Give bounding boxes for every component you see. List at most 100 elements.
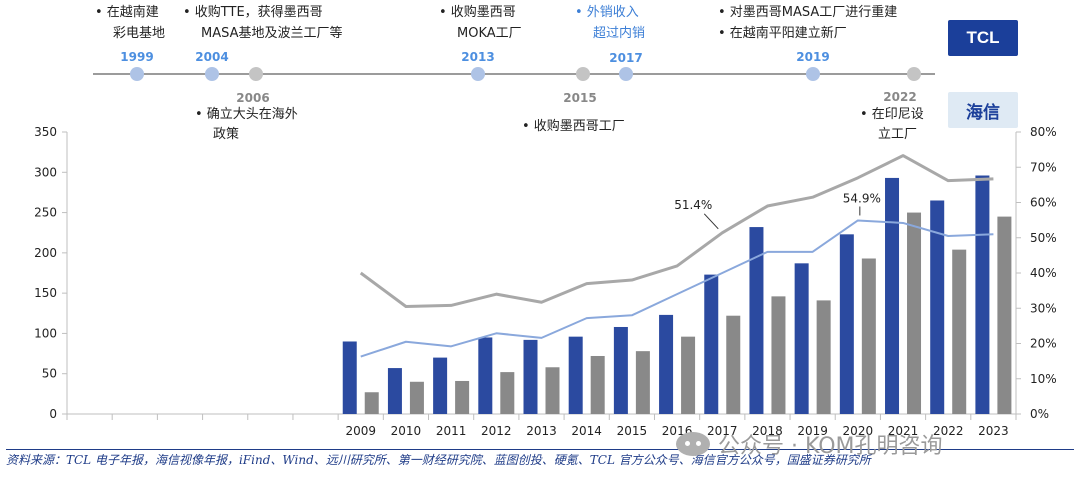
- bar-hisense: [771, 296, 786, 414]
- tcl-badge: TCL: [948, 20, 1018, 56]
- timeline-event-text: MOKA工厂: [457, 26, 522, 41]
- bar-hisense: [590, 355, 605, 414]
- timeline-event-text: 彩电基地: [113, 26, 165, 41]
- bar-tcl: [613, 326, 628, 414]
- timeline-year: 2019: [796, 50, 829, 64]
- annotation-label: 51.4%: [674, 198, 712, 212]
- timeline-event-text: • 在越南建: [95, 4, 159, 20]
- x-tick-label: 2014: [571, 424, 602, 438]
- timeline-event-text: 超过内销: [593, 25, 645, 41]
- right-tick-label: 80%: [1030, 125, 1057, 139]
- timeline-year: 2006: [236, 91, 269, 105]
- bar-tcl: [885, 177, 900, 414]
- right-tick-label: 40%: [1030, 266, 1057, 280]
- bar-tcl: [433, 357, 448, 414]
- tcl-share-line: [359, 154, 994, 308]
- bar-hisense: [861, 258, 876, 414]
- bar-hisense: [635, 351, 650, 414]
- x-tick-label: 2012: [481, 424, 512, 438]
- timeline-event-text: • 对墨西哥MASA工厂进行重建: [718, 4, 897, 20]
- timeline-event-text: 政策: [213, 126, 239, 142]
- source-note: 资料来源：TCL 电子年报，海信视像年报，iFind、Wind、远川研究所、第一…: [6, 453, 871, 467]
- bar-hisense: [455, 380, 470, 414]
- timeline-event-text: • 收购墨西哥: [439, 4, 516, 20]
- annotation-leader: [703, 213, 719, 230]
- x-tick-label: 2019: [797, 424, 828, 438]
- timeline-year: 2015: [563, 91, 596, 105]
- bar-hisense: [681, 336, 696, 414]
- footer-rule: [6, 449, 1074, 450]
- bar-tcl: [568, 336, 583, 414]
- bar-hisense: [545, 367, 560, 414]
- timeline-year: 1999: [120, 50, 153, 64]
- right-tick-label: 0%: [1030, 407, 1049, 421]
- bar-hisense: [726, 315, 741, 414]
- wechat-icon: [676, 432, 710, 456]
- bar-hisense: [364, 392, 379, 414]
- watermark: 公众号 · KOM孔明咨询: [676, 428, 943, 460]
- x-tick-label: 2015: [617, 424, 648, 438]
- left-tick-label: 300: [34, 165, 57, 179]
- timeline-event-text: • 外销收入: [575, 5, 639, 20]
- timeline-event-text: MASA基地及波兰工厂等: [201, 25, 343, 41]
- timeline-dot: [205, 67, 219, 81]
- annotation-label: 54.9%: [843, 191, 881, 205]
- right-tick-label: 30%: [1030, 301, 1057, 315]
- watermark-text: 公众号 · KOM孔明咨询: [718, 434, 943, 459]
- timeline-year: 2017: [609, 51, 642, 65]
- bar-tcl: [975, 175, 990, 414]
- timeline-dot: [806, 67, 820, 81]
- timeline-year: 2022: [883, 90, 916, 104]
- timeline-dot: [130, 67, 144, 81]
- bar-tcl: [387, 368, 402, 414]
- x-tick-label: 2022: [933, 424, 964, 438]
- timeline-dot: [576, 67, 590, 81]
- bar-tcl: [794, 263, 809, 414]
- right-tick-label: 10%: [1030, 372, 1057, 386]
- right-tick-label: 70%: [1030, 160, 1057, 174]
- left-tick-label: 0: [49, 407, 57, 421]
- bar-tcl: [478, 337, 493, 414]
- left-tick-label: 250: [34, 206, 57, 220]
- timeline-dot: [471, 67, 485, 81]
- bar-hisense: [409, 381, 424, 414]
- x-tick-label: 2018: [752, 424, 783, 438]
- timeline-event-text: 立工厂: [878, 127, 917, 142]
- left-tick-label: 50: [42, 367, 57, 381]
- bar-tcl: [839, 234, 854, 414]
- right-tick-label: 50%: [1030, 231, 1057, 245]
- timeline-event-text: • 收购墨西哥工厂: [522, 118, 625, 134]
- bar-hisense: [500, 372, 515, 414]
- x-tick-label: 2011: [436, 424, 467, 438]
- x-tick-label: 2017: [707, 424, 738, 438]
- bar-tcl: [523, 339, 538, 414]
- timeline-year: 2004: [195, 50, 228, 64]
- x-tick-label: 2010: [391, 424, 422, 438]
- bar-hisense: [997, 216, 1012, 414]
- bar-hisense: [952, 249, 967, 414]
- x-tick-label: 2013: [526, 424, 557, 438]
- left-tick-label: 200: [34, 246, 57, 260]
- timeline-dot: [907, 67, 921, 81]
- x-tick-label: 2009: [345, 424, 376, 438]
- bar-hisense: [907, 212, 922, 414]
- x-tick-label: 2023: [978, 424, 1009, 438]
- timeline-dot: [619, 67, 633, 81]
- left-tick-label: 100: [34, 326, 57, 340]
- timeline-event-text: • 在印尼设: [860, 107, 924, 122]
- timeline-event-text: • 在越南平阳建立新厂: [718, 25, 847, 41]
- bar-tcl: [930, 200, 945, 414]
- timeline-dot: [249, 67, 263, 81]
- left-tick-label: 150: [34, 286, 57, 300]
- timeline-year: 2013: [461, 50, 494, 64]
- chart-area: 0 50 100 150 200 250 300 350 0% 10% 20% 30% 40% 50% 60…: [34, 125, 1057, 438]
- bar-tcl: [749, 227, 764, 414]
- right-tick-label: 20%: [1030, 337, 1057, 351]
- right-tick-label: 60%: [1030, 196, 1057, 210]
- left-tick-label: 350: [34, 125, 57, 139]
- hisense-badge: 海信: [948, 92, 1018, 128]
- timeline-event-text: • 收购TTE，获得墨西哥: [183, 4, 323, 20]
- x-tick-label: 2021: [888, 424, 919, 438]
